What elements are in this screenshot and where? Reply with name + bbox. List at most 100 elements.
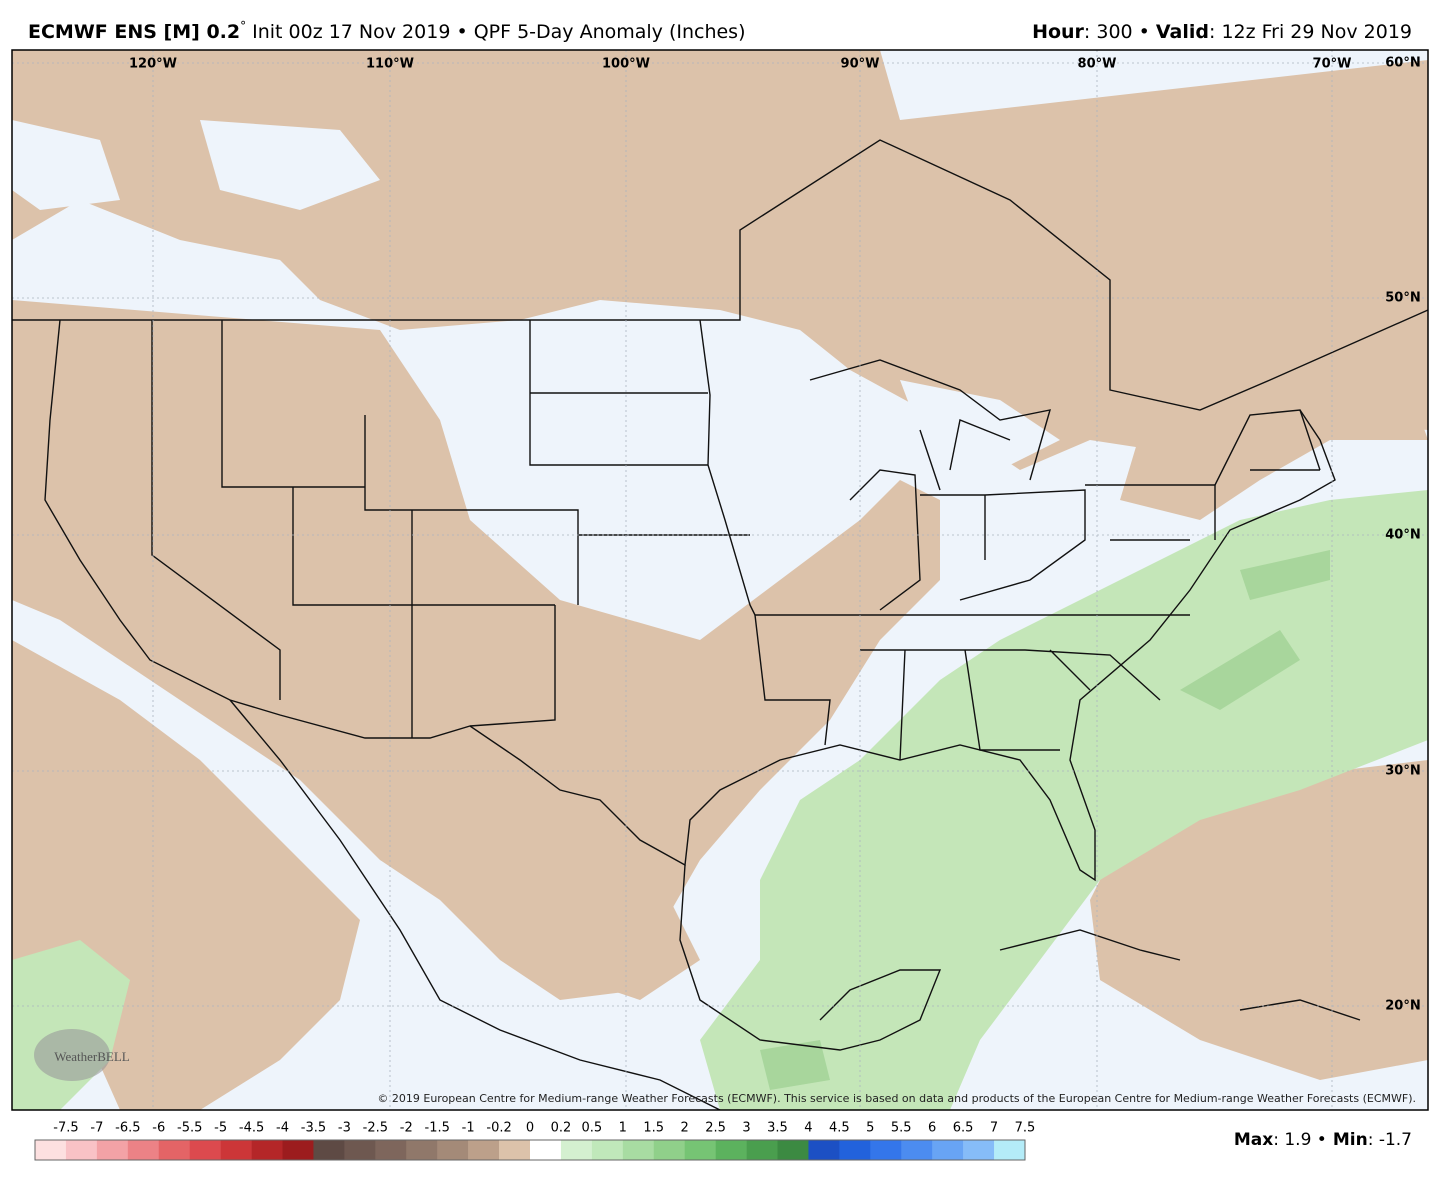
colorbar-swatch [777, 1140, 809, 1160]
colorbar-swatch [375, 1140, 407, 1160]
lat-label: 60°N [1385, 56, 1420, 71]
colorbar-label: 1 [619, 1121, 627, 1136]
colorbar-swatch [560, 1140, 593, 1160]
colorbar-label: 7 [990, 1121, 998, 1136]
lon-label: 70°W [1313, 57, 1352, 72]
colorbar-label: -7 [90, 1121, 103, 1136]
colorbar-label: 1.5 [643, 1121, 664, 1136]
valid-key: Valid [1156, 21, 1209, 43]
colorbar-swatch [313, 1140, 345, 1160]
colorbar-swatch [963, 1140, 995, 1160]
title-left: ECMWF ENS [M] 0.2° Init 00z 17 Nov 2019 •… [28, 19, 746, 43]
valid-value: : 12z Fri 29 Nov 2019 [1209, 21, 1412, 43]
colorbar-label: 2 [681, 1121, 689, 1136]
colorbar-swatch [932, 1140, 964, 1160]
colorbar-label: -3 [338, 1121, 351, 1136]
colorbar-frame [34, 1139, 1026, 1161]
colorbar-label: 2.5 [705, 1121, 726, 1136]
lon-label: 90°W [841, 57, 880, 72]
colorbar-label: -1 [462, 1121, 475, 1136]
colorbar-swatch [96, 1140, 129, 1160]
colorbar-label: 4 [804, 1121, 812, 1136]
colorbar-swatch [437, 1140, 469, 1160]
lon-label: 110°W [366, 57, 414, 72]
colorbar-label: -5 [214, 1121, 227, 1136]
colorbar-label: 0 [526, 1121, 534, 1136]
colorbar-label: 6.5 [953, 1121, 974, 1136]
colorbar-label: -5.5 [177, 1121, 202, 1136]
wetter-areas [760, 550, 1330, 1090]
colorbar-swatch [127, 1140, 160, 1160]
colorbar-swatch [715, 1140, 747, 1160]
colorbar-swatch [406, 1140, 438, 1160]
copyright: © 2019 European Centre for Medium-range … [377, 1092, 1416, 1105]
lat-label: 20°N [1385, 999, 1420, 1014]
colorbar-label: -4.5 [239, 1121, 264, 1136]
lat-label: 50°N [1385, 291, 1420, 306]
colorbar-swatch [220, 1140, 252, 1160]
run: Init 00z 17 Nov 2019 • QPF 5-Day Anomaly… [252, 21, 745, 43]
model: ECMWF ENS [M] 0.2 [28, 21, 240, 43]
colorbar-label: 0.2 [551, 1121, 572, 1136]
lat-label: 40°N [1385, 528, 1420, 543]
colorbar-label: 4.5 [829, 1121, 850, 1136]
hour-value: : 300 • [1084, 21, 1150, 43]
min-value: : -1.7 [1368, 1130, 1412, 1150]
colorbar-label: 3 [742, 1121, 750, 1136]
colorbar-label: 6 [928, 1121, 936, 1136]
lat-label: 30°N [1385, 764, 1420, 779]
colorbar: -7.5 -7 -6.5 -6 -5.5 -5 -4.5 -4 -3.5 -3 -2.5 -2 -1.5… [34, 1121, 1036, 1161]
colorbar-label: 5.5 [891, 1121, 912, 1136]
max-value: : 1.9 • [1273, 1130, 1327, 1150]
dry-areas [12, 50, 1428, 1110]
colorbar-swatch [746, 1140, 778, 1160]
colorbar-swatch [839, 1140, 871, 1160]
colorbar-swatch [344, 1140, 376, 1160]
logo-mark [34, 1029, 110, 1081]
colorbar-swatch [684, 1140, 716, 1160]
coordinate-labels: 120°W 110°W 100°W 90°W 80°W 70°W 60°N 50°N 40°N 3… [129, 56, 1421, 1014]
neutral-areas [12, 120, 1060, 760]
lon-label: 100°W [602, 57, 650, 72]
hour-key: Hour [1032, 21, 1084, 43]
colorbar-swatch [468, 1140, 500, 1160]
colorbar-swatch [251, 1140, 283, 1160]
colorbar-label: -2.5 [363, 1121, 388, 1136]
logo: WeatherBELL [34, 1029, 130, 1081]
colorbar-swatch [870, 1140, 902, 1160]
colorbar-swatch [65, 1140, 98, 1160]
colorbar-label: -3.5 [301, 1121, 326, 1136]
colorbar-label: -4 [276, 1121, 289, 1136]
colorbar-label: 3.5 [767, 1121, 788, 1136]
colorbar-swatch [591, 1140, 624, 1160]
colorbar-swatch [653, 1140, 685, 1160]
max-key: Max [1234, 1130, 1273, 1150]
colorbar-label: 0.5 [582, 1121, 603, 1136]
stats: Max: 1.9 • Min: -1.7 [1234, 1130, 1412, 1150]
title-right: Hour: 300 • Valid: 12z Fri 29 Nov 2019 [1032, 21, 1412, 43]
map-frame [11, 49, 1429, 1111]
colorbar-swatch [901, 1140, 933, 1160]
colorbar-swatch [994, 1140, 1026, 1160]
colorbar-label: -1.5 [425, 1121, 450, 1136]
lon-label: 120°W [129, 57, 177, 72]
min-key: Min [1333, 1130, 1368, 1150]
logo-text: WeatherBELL [54, 1049, 130, 1064]
colorbar-swatch [158, 1140, 190, 1160]
colorbar-swatch [189, 1140, 221, 1160]
colorbar-swatch [530, 1140, 562, 1160]
graticule [12, 50, 1428, 1110]
degree: ° [240, 19, 246, 33]
boundaries [12, 139, 1428, 1110]
lon-label: 80°W [1078, 57, 1117, 72]
colorbar-label: -6 [152, 1121, 165, 1136]
colorbar-label: 7.5 [1015, 1121, 1036, 1136]
colorbar-swatch [35, 1140, 67, 1160]
colorbar-label: -2 [400, 1121, 413, 1136]
colorbar-swatch [499, 1140, 531, 1160]
colorbar-label: 5 [866, 1121, 874, 1136]
colorbar-label: -7.5 [53, 1121, 78, 1136]
colorbar-label: -0.2 [486, 1121, 511, 1136]
map: 120°W 110°W 100°W 90°W 80°W 70°W 60°N 50°N 40°N 3… [12, 50, 1428, 1110]
